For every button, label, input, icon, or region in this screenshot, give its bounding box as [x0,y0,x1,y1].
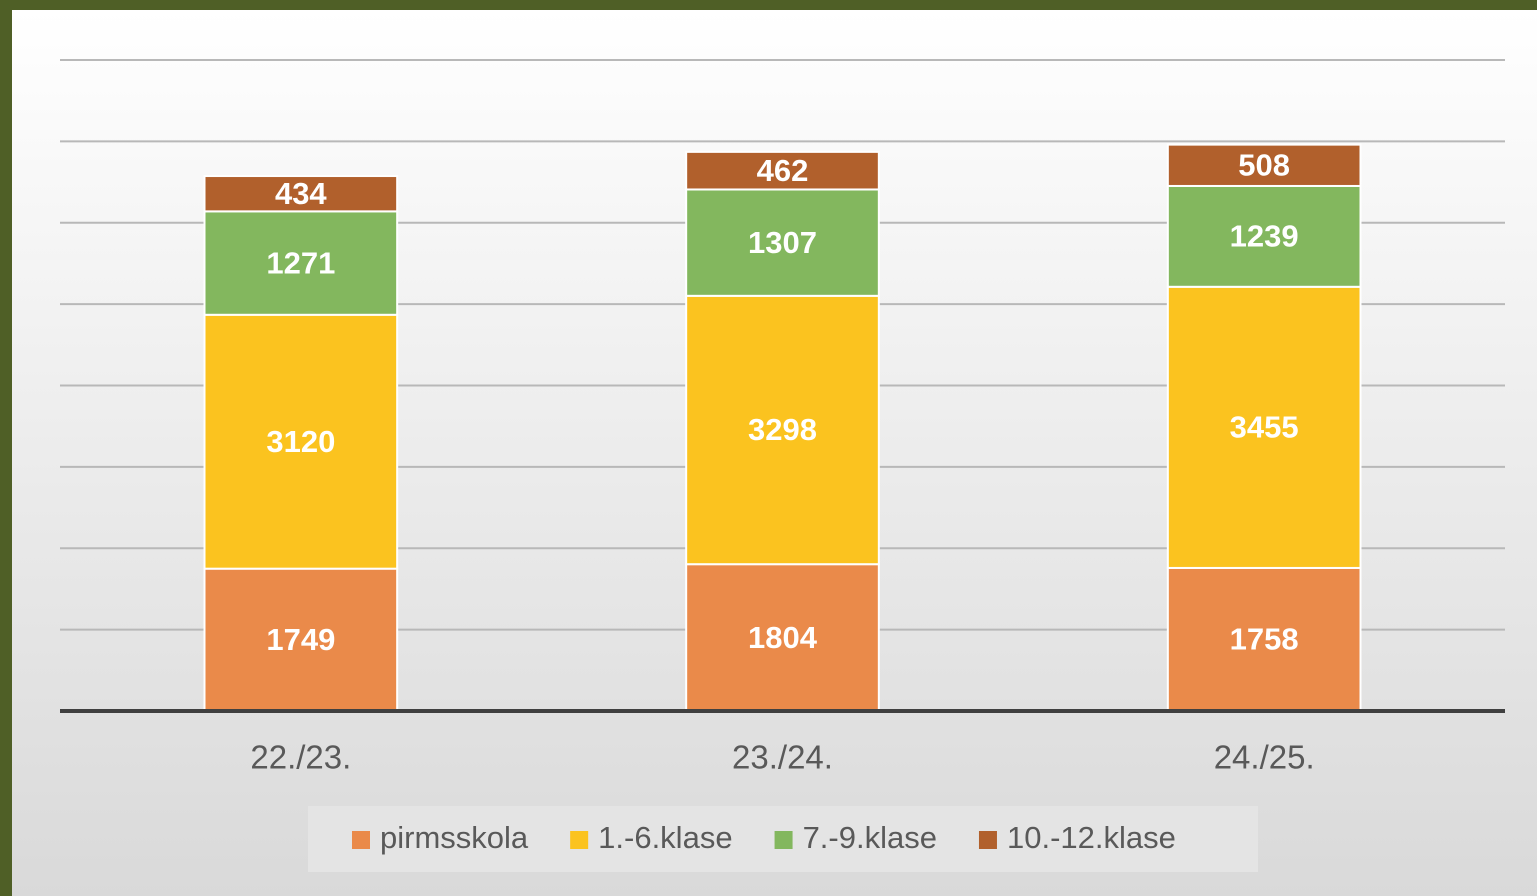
data-label: 1271 [266,245,335,280]
x-tick-label: 24./25. [1214,739,1315,776]
bar-segment [203,175,399,213]
legend-swatch [978,831,997,849]
legend-label: 1.-6.klase [598,820,732,855]
bar-segment [1166,143,1362,187]
bar-segment [203,313,399,570]
legend-label: pirmsskola [380,820,529,855]
data-label: 434 [275,176,327,211]
legend-swatch [570,831,589,849]
data-label: 1758 [1230,622,1299,657]
data-label: 1307 [748,225,817,260]
bar-segment [1166,184,1362,288]
legend-swatch [352,831,370,849]
bar-segment [1166,566,1362,712]
data-label: 3120 [266,424,335,459]
data-label: 1749 [266,622,335,657]
legend-label: 7.-9.klase [803,820,937,855]
bar-segment [685,294,880,566]
data-label: 508 [1238,147,1290,182]
bar-segment [685,150,880,191]
legend-swatch [774,831,793,849]
bar-segment [1166,285,1362,569]
data-label: 1239 [1230,219,1299,254]
data-label: 462 [757,153,809,188]
bar-segment [203,567,399,712]
x-tick-label: 22./23. [250,739,351,776]
data-label: 3455 [1230,410,1299,445]
legend-label: 10.-12.klase [1007,820,1176,855]
data-label: 3298 [748,412,817,447]
bar-segment [203,210,399,316]
x-tick-label: 23./24. [732,739,833,776]
data-label: 1804 [748,620,818,655]
